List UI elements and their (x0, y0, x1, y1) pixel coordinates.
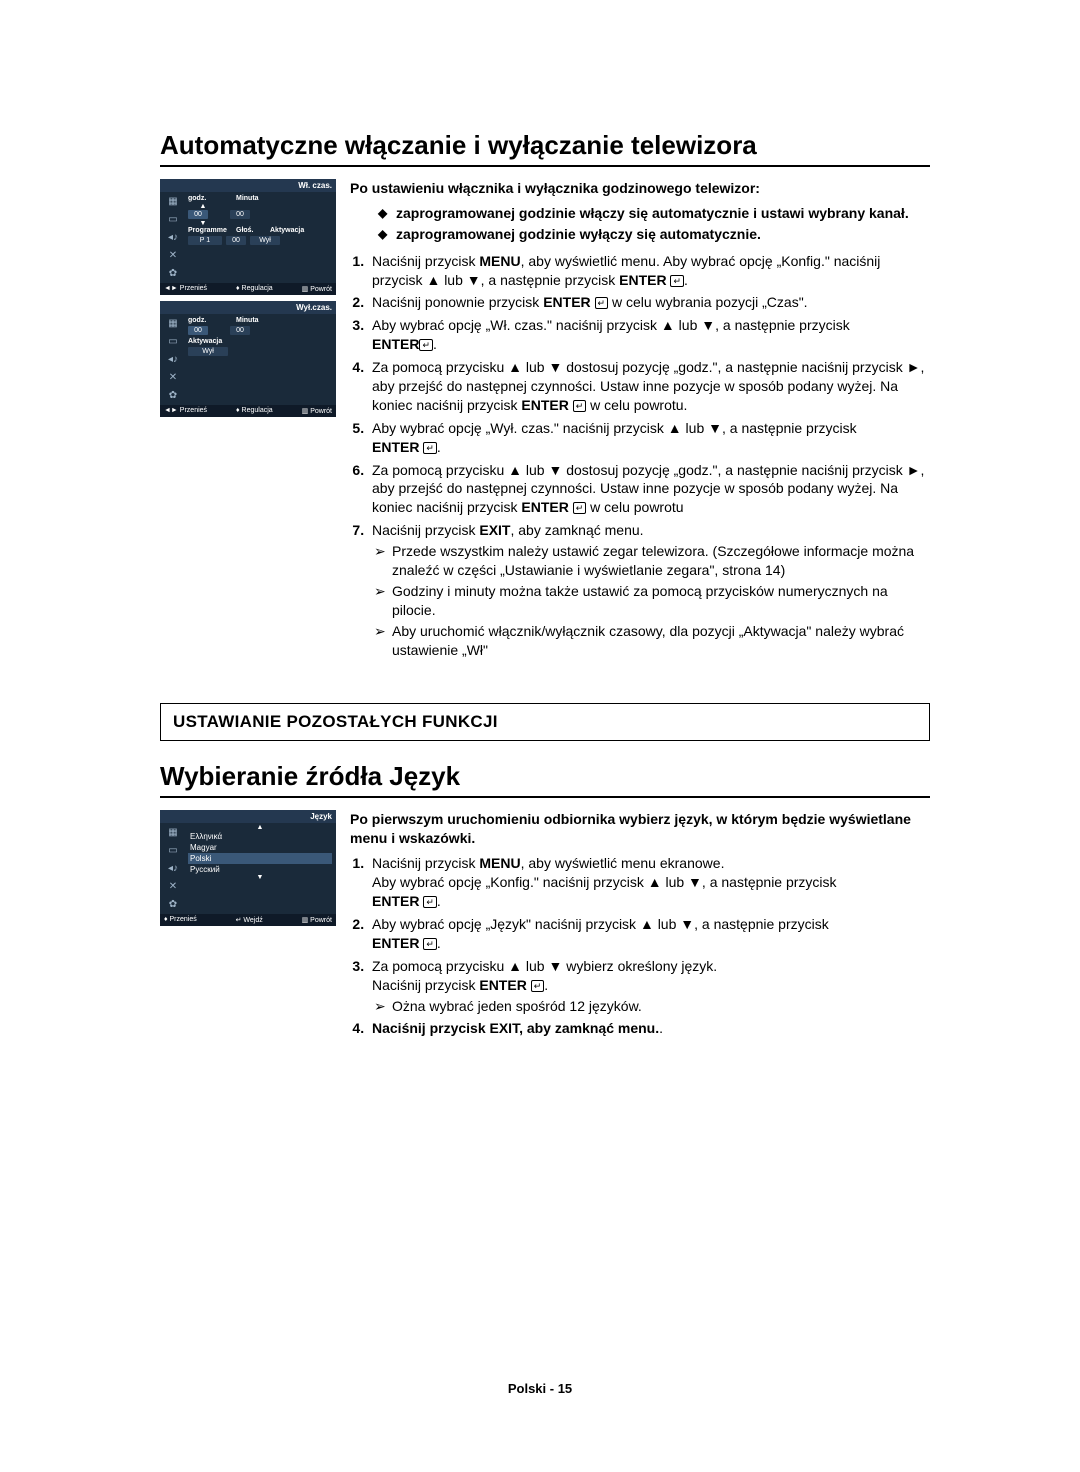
step-item: Za pomocą przycisku ▲ lub ▼ wybierz okre… (368, 957, 930, 1016)
section2-title: Wybieranie źródła Język (160, 761, 930, 798)
antenna-icon: ✕ (169, 881, 177, 892)
enter-icon: ↵ (423, 896, 437, 908)
osd1-title: Wł. czas. (160, 179, 336, 192)
osd2-title: Wył.czas. (160, 301, 336, 314)
tv-icon: ▦ (168, 318, 177, 329)
tv-icon: ▦ (168, 827, 177, 838)
section2-row: Język ▦ ▭ ◂♪ ✕ ✿ ▲ Ελληνικά Magyar Polsk… (160, 810, 930, 1042)
setup-icon: ✿ (169, 268, 177, 279)
sublist-item: Godziny i minuty można także ustawić za … (374, 582, 930, 620)
antenna-icon: ✕ (169, 250, 177, 261)
section2-screenshots: Język ▦ ▭ ◂♪ ✕ ✿ ▲ Ελληνικά Magyar Polsk… (160, 810, 336, 1042)
step-item: Naciśnij przycisk MENU, aby wyświetlić m… (368, 252, 930, 290)
section1-title: Automatyczne włączanie i wyłączanie tele… (160, 130, 930, 167)
bullet-item: zaprogramowanej godzinie włączy się auto… (378, 204, 930, 223)
section1-screenshots: Wł. czas. ▦ ▭ ◂♪ ✕ ✿ godz. Minuta (160, 179, 336, 663)
step-item: Aby wybrać opcję „Język" naciśnij przyci… (368, 915, 930, 953)
sublist-item: Aby uruchomić włącznik/wyłącznik czasowy… (374, 622, 930, 660)
step-item: Naciśnij przycisk EXIT, aby zamknąć menu… (368, 1019, 930, 1038)
enter-icon: ↵ (670, 275, 684, 287)
enter-icon: ↵ (531, 980, 545, 992)
sound-icon: ◂♪ (168, 232, 178, 243)
enter-icon: ↵ (573, 400, 587, 412)
picture-icon: ▭ (168, 214, 177, 225)
enter-icon: ↵ (573, 502, 587, 514)
osd-on-timer: Wł. czas. ▦ ▭ ◂♪ ✕ ✿ godz. Minuta (160, 179, 336, 295)
section1-row: Wł. czas. ▦ ▭ ◂♪ ✕ ✿ godz. Minuta (160, 179, 930, 663)
section1-lead: Po ustawieniu włącznika i wyłącznika god… (350, 179, 930, 198)
subsection-heading: USTAWIANIE POZOSTAŁYCH FUNKCJI (160, 703, 930, 741)
setup-icon: ✿ (169, 390, 177, 401)
enter-icon: ↵ (419, 339, 433, 351)
osd-icon-col: ▦ ▭ ◂♪ ✕ ✿ (160, 314, 186, 405)
picture-icon: ▭ (168, 845, 177, 856)
enter-icon: ↵ (595, 297, 609, 309)
osd-icon-col: ▦ ▭ ◂♪ ✕ ✿ (160, 823, 186, 914)
step-item: Za pomocą przycisku ▲ lub ▼ dostosuj poz… (368, 461, 930, 518)
sublist-item: Przede wszystkim należy ustawić zegar te… (374, 542, 930, 580)
bullet-item: zaprogramowanej godzinie wyłączy się aut… (378, 225, 930, 244)
step-item: Za pomocą przycisku ▲ lub ▼ dostosuj poz… (368, 358, 930, 415)
setup-icon: ✿ (169, 899, 177, 910)
sound-icon: ◂♪ (168, 354, 178, 365)
picture-icon: ▭ (168, 336, 177, 347)
step-item: Naciśnij ponownie przycisk ENTER ↵ w cel… (368, 293, 930, 312)
osd-icon-col: ▦ ▭ ◂♪ ✕ ✿ (160, 192, 186, 283)
page-footer: Polski - 15 (0, 1381, 1080, 1396)
page-content: Automatyczne włączanie i wyłączanie tele… (0, 0, 1080, 1102)
section2-lead: Po pierwszym uruchomieniu odbiornika wyb… (350, 810, 930, 848)
tv-icon: ▦ (168, 196, 177, 207)
section1-instructions: Po ustawieniu włącznika i wyłącznika god… (350, 179, 930, 663)
step-item: Naciśnij przycisk EXIT, aby zamknąć menu… (368, 521, 930, 659)
osd-language: Język ▦ ▭ ◂♪ ✕ ✿ ▲ Ελληνικά Magyar Polsk… (160, 810, 336, 926)
sound-icon: ◂♪ (168, 863, 178, 874)
sublist-item: Ożna wybrać jeden spośród 12 języków. (374, 997, 930, 1016)
step-item: Aby wybrać opcję „Wł. czas." naciśnij pr… (368, 316, 930, 354)
osd-off-timer: Wył.czas. ▦ ▭ ◂♪ ✕ ✿ godz. Minuta (160, 301, 336, 417)
enter-icon: ↵ (423, 442, 437, 454)
section2-instructions: Po pierwszym uruchomieniu odbiornika wyb… (350, 810, 930, 1042)
enter-icon: ↵ (423, 938, 437, 950)
osd3-title: Język (160, 810, 336, 823)
step-item: Naciśnij przycisk MENU, aby wyświetlić m… (368, 854, 930, 911)
antenna-icon: ✕ (169, 372, 177, 383)
step-item: Aby wybrać opcję „Wył. czas." naciśnij p… (368, 419, 930, 457)
